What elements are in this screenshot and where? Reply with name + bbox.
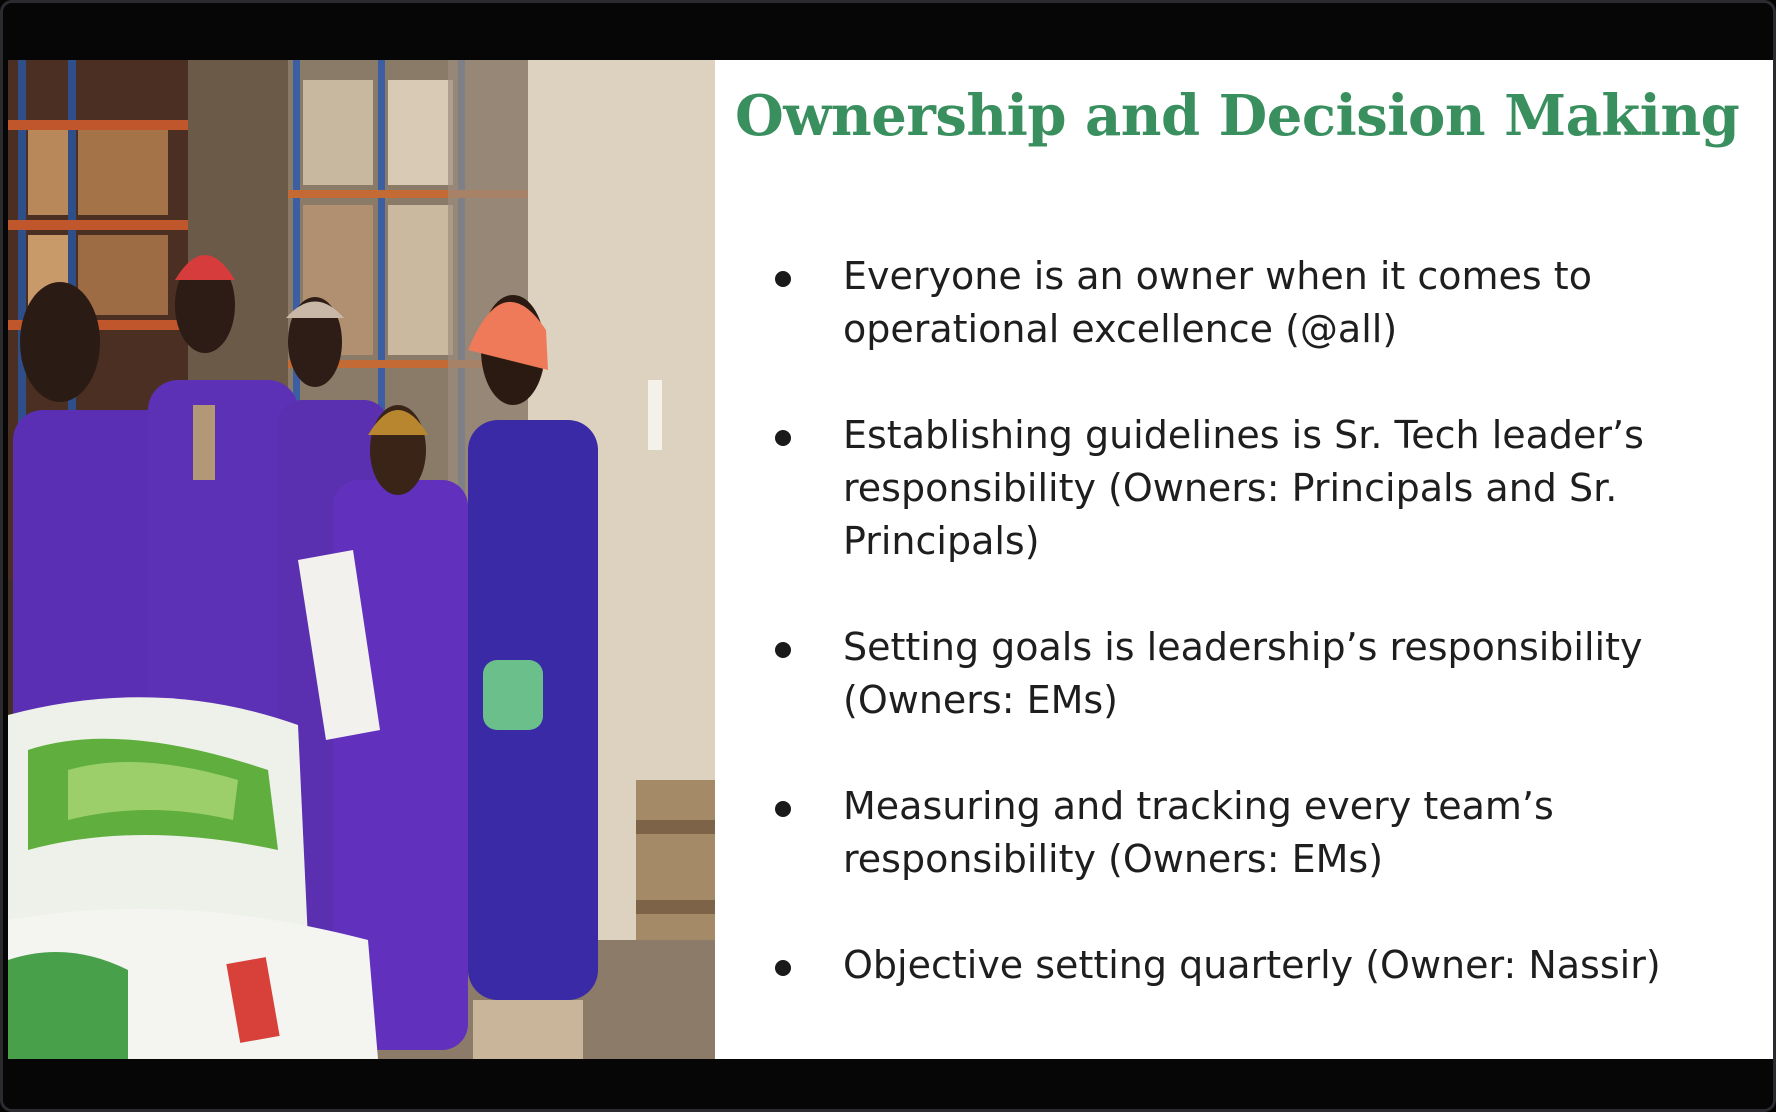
bullet-item: Measuring and tracking every team’s resp… bbox=[768, 780, 1758, 886]
bullet-item: Setting goals is leadership’s responsibi… bbox=[768, 621, 1758, 727]
slide: Ownership and Decision Making Everyone i… bbox=[8, 60, 1774, 1059]
warehouse-workers-photo bbox=[8, 60, 715, 1059]
slide-title: Ownership and Decision Making bbox=[735, 76, 1755, 156]
bullet-item: Objective setting quarterly (Owner: Nass… bbox=[768, 939, 1758, 992]
bullet-item: Establishing guidelines is Sr. Tech lead… bbox=[768, 409, 1758, 568]
bullet-item: Everyone is an owner when it comes to op… bbox=[768, 250, 1758, 356]
bullet-list: Everyone is an owner when it comes to op… bbox=[768, 250, 1758, 1045]
